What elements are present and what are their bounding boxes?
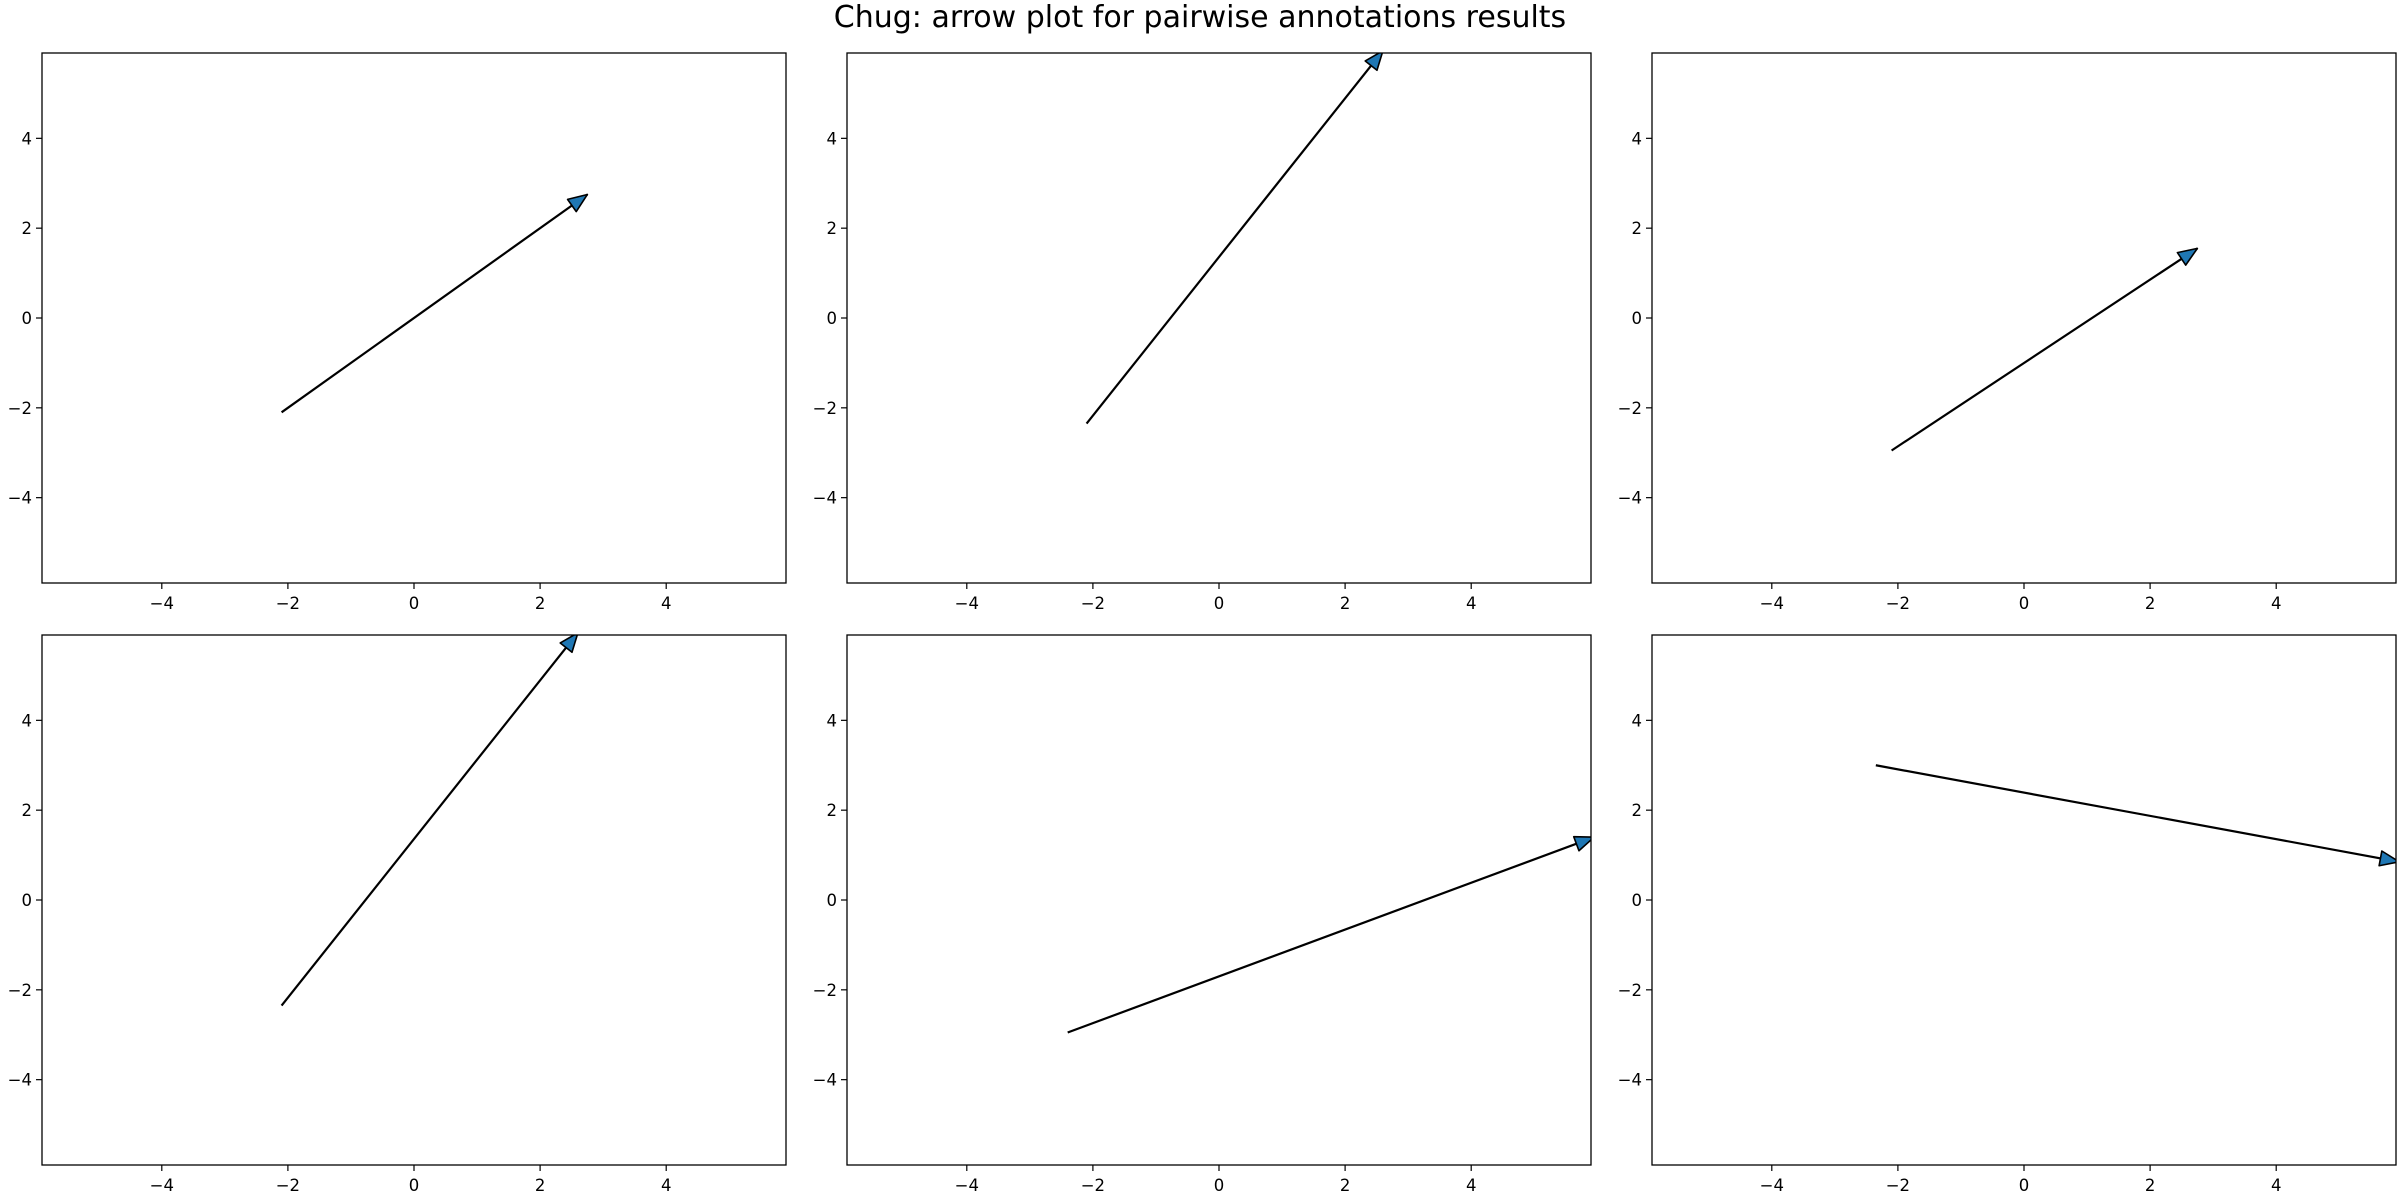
x-tick-label: 2 — [535, 1176, 546, 1195]
x-tick-label: 4 — [661, 1176, 672, 1195]
y-tick-label: −4 — [1618, 489, 1642, 508]
x-tick-label: −4 — [1760, 594, 1784, 613]
x-tick-label: 2 — [2145, 594, 2156, 613]
y-tick-label: 4 — [1632, 711, 1643, 730]
subplot-2: −4 −2 0 2 4 4 2 0 −2 −4 — [813, 52, 1592, 613]
y-tick-label: 2 — [827, 219, 838, 238]
axes-frame — [1651, 52, 2397, 584]
figure-title: Chug: arrow plot for pairwise annotation… — [833, 0, 1567, 35]
y-tick-label: 4 — [1632, 129, 1643, 148]
x-tick-label: −4 — [955, 1176, 979, 1195]
y-tick-label: −4 — [1618, 1071, 1642, 1090]
y-tick-label: −4 — [8, 1071, 32, 1090]
x-tick-label: −4 — [955, 594, 979, 613]
y-tick-label: −2 — [813, 399, 837, 418]
subplot-4: −4 −2 0 2 4 4 2 0 −2 −4 — [8, 634, 787, 1195]
arrow-mark — [280, 635, 579, 1007]
y-tick-label: 0 — [1632, 309, 1643, 328]
x-tick-label: 0 — [409, 594, 420, 613]
arrow-line — [1875, 764, 2396, 863]
y-tick-label: 4 — [827, 129, 838, 148]
x-tick-label: −2 — [1081, 594, 1105, 613]
y-tick-label: 0 — [827, 309, 838, 328]
subplot-3: −4 −2 0 2 4 4 2 0 −2 −4 — [1618, 52, 2397, 613]
y-tick-label: 2 — [22, 219, 33, 238]
y-tick-label: −4 — [813, 1071, 837, 1090]
x-tick-label: −2 — [1886, 594, 1910, 613]
x-tick-label: 2 — [535, 594, 546, 613]
subplot-1: −4 −2 0 2 4 4 2 0 −2 −4 — [8, 52, 787, 613]
axes-frame — [41, 634, 787, 1166]
x-tick-label: 2 — [2145, 1176, 2156, 1195]
subplot-6: −4 −2 0 2 4 4 2 0 −2 −4 — [1618, 634, 2397, 1195]
y-tick-label: −2 — [1618, 981, 1642, 1000]
x-tick-label: 4 — [661, 594, 672, 613]
arrow-mark — [280, 193, 589, 414]
arrow-head — [566, 193, 589, 213]
arrow-line — [1067, 837, 1591, 1034]
y-tick-label: −2 — [8, 981, 32, 1000]
x-tick-label: −4 — [150, 594, 174, 613]
x-tick-label: −2 — [276, 1176, 300, 1195]
arrow-line — [280, 635, 578, 1007]
x-tick-label: 0 — [409, 1176, 420, 1195]
y-tick-label: −2 — [813, 981, 837, 1000]
y-tick-label: 0 — [22, 891, 33, 910]
axes-frame — [1651, 634, 2397, 1166]
x-tick-label: 0 — [2019, 1176, 2030, 1195]
y-tick-label: 0 — [22, 309, 33, 328]
arrow-head — [2378, 850, 2396, 867]
y-tick-label: −4 — [8, 489, 32, 508]
y-tick-label: 4 — [22, 711, 33, 730]
axes-frame — [846, 52, 1592, 584]
x-tick-label: −2 — [1886, 1176, 1910, 1195]
arrow-mark — [1067, 835, 1591, 1034]
y-tick-label: −4 — [813, 489, 837, 508]
arrow-line — [280, 193, 589, 414]
x-tick-label: −2 — [1081, 1176, 1105, 1195]
y-tick-label: 0 — [1632, 891, 1643, 910]
y-tick-label: −2 — [8, 399, 32, 418]
y-tick-label: 2 — [827, 801, 838, 820]
x-tick-label: −4 — [150, 1176, 174, 1195]
arrow-head — [2176, 247, 2199, 266]
x-tick-label: 0 — [1214, 594, 1225, 613]
x-tick-label: 4 — [2271, 594, 2282, 613]
y-tick-label: 4 — [22, 129, 33, 148]
x-tick-label: 4 — [1466, 1176, 1477, 1195]
y-tick-label: 0 — [827, 891, 838, 910]
arrow-mark — [1890, 247, 2199, 452]
x-tick-label: 2 — [1340, 1176, 1351, 1195]
y-tick-label: 4 — [827, 711, 838, 730]
y-tick-label: 2 — [1632, 219, 1643, 238]
x-tick-label: −2 — [276, 594, 300, 613]
y-tick-label: −2 — [1618, 399, 1642, 418]
arrow-head — [1572, 835, 1591, 852]
arrow-line — [1085, 53, 1383, 425]
x-tick-label: 0 — [1214, 1176, 1225, 1195]
x-tick-label: 2 — [1340, 594, 1351, 613]
x-tick-label: −4 — [1760, 1176, 1784, 1195]
y-tick-label: 2 — [1632, 801, 1643, 820]
axes-frame — [846, 634, 1592, 1166]
arrow-line — [1890, 247, 2198, 452]
x-tick-label: 4 — [2271, 1176, 2282, 1195]
arrow-mark — [1085, 53, 1384, 425]
arrow-mark — [1875, 764, 2396, 867]
arrow-head — [559, 635, 579, 654]
x-tick-label: 0 — [2019, 594, 2030, 613]
arrow-head — [1364, 53, 1384, 72]
subplot-5: −4 −2 0 2 4 4 2 0 −2 −4 — [813, 634, 1592, 1195]
y-tick-label: 2 — [22, 801, 33, 820]
x-tick-label: 4 — [1466, 594, 1477, 613]
